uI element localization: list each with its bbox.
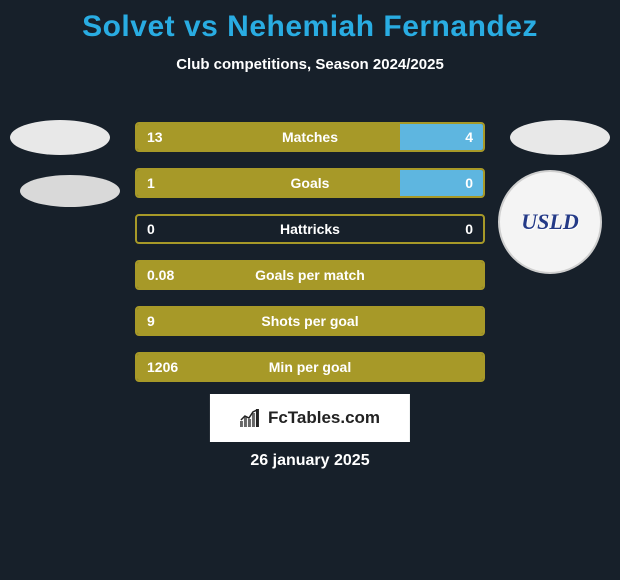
brand-logo-icon xyxy=(240,409,262,427)
stat-label: Shots per goal xyxy=(137,313,483,329)
stat-label: Goals xyxy=(137,175,483,191)
player1-avatar-placeholder-2 xyxy=(20,175,120,207)
stat-row: 9Shots per goal xyxy=(135,306,485,336)
stat-label: Goals per match xyxy=(137,267,483,283)
player1-avatar-placeholder-1 xyxy=(10,120,110,155)
stat-label: Matches xyxy=(137,129,483,145)
stat-value-player2: 0 xyxy=(465,175,473,191)
stat-row: 0.08Goals per match xyxy=(135,260,485,290)
player2-avatar-placeholder-1 xyxy=(510,120,610,155)
brand-box: FcTables.com xyxy=(210,394,410,442)
club-badge-text: USLD xyxy=(521,212,578,232)
subtitle: Club competitions, Season 2024/2025 xyxy=(0,56,620,73)
page-title: Solvet vs Nehemiah Fernandez xyxy=(0,0,620,44)
stat-label: Hattricks xyxy=(137,221,483,237)
player2-club-badge: USLD xyxy=(498,170,602,274)
stat-row: 1Goals0 xyxy=(135,168,485,198)
date-text: 26 january 2025 xyxy=(0,452,620,470)
stat-value-player2: 4 xyxy=(465,129,473,145)
stat-row: 1206Min per goal xyxy=(135,352,485,382)
stat-value-player2: 0 xyxy=(465,221,473,237)
brand-text: FcTables.com xyxy=(268,408,380,428)
stat-label: Min per goal xyxy=(137,359,483,375)
stats-container: 13Matches41Goals00Hattricks00.08Goals pe… xyxy=(135,122,485,398)
stat-row: 13Matches4 xyxy=(135,122,485,152)
stat-row: 0Hattricks0 xyxy=(135,214,485,244)
